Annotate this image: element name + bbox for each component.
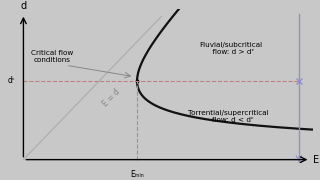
Text: Torrential/supercritical
    flow: d < dᶜ: Torrential/supercritical flow: d < dᶜ [188,110,268,123]
Text: d: d [20,1,27,11]
Text: Fluvial/subcritical
  flow: d > dᶜ: Fluvial/subcritical flow: d > dᶜ [199,42,262,55]
Text: E: E [313,155,319,165]
Text: Eₘᵢₙ: Eₘᵢₙ [130,170,144,179]
Text: dᶜ: dᶜ [7,76,15,86]
Text: E = d: E = d [101,87,122,109]
Text: Critical flow
conditions: Critical flow conditions [31,50,73,63]
